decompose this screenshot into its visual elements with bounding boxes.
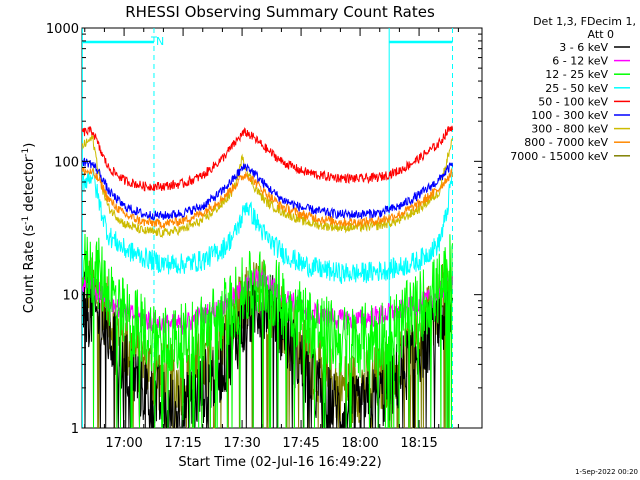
y-tick-label: 100 xyxy=(54,155,79,170)
data-series xyxy=(81,125,453,429)
y-axis-label-sup1: -1 xyxy=(21,216,31,225)
chart-title: RHESSI Observing Summary Count Rates xyxy=(125,3,435,21)
legend-entry-label: 800 - 7000 keV xyxy=(524,136,608,149)
legend-entry-label: 50 - 100 keV xyxy=(538,95,608,108)
y-tick-label: 10 xyxy=(62,289,79,304)
x-tick-label: 18:15 xyxy=(400,436,437,451)
x-tick-label: 17:00 xyxy=(105,436,142,451)
y-tick-label: 1 xyxy=(71,422,79,437)
legend-entry-label: 7000 - 15000 keV xyxy=(510,150,608,163)
x-axis-ticks: 17:00 17:15 17:30 17:45 18:00 18:15 xyxy=(84,28,459,451)
y-axis-label-sup2: -1 xyxy=(21,148,31,157)
y-axis-label-end: ) xyxy=(22,143,37,148)
series-line-3 xyxy=(81,164,453,284)
y-axis-label: Count Rate (s-1 detector-1) xyxy=(21,143,37,314)
series-line-2 xyxy=(81,233,453,429)
x-tick-label: 17:15 xyxy=(164,436,201,451)
y-axis-ticks: 1 10 100 1000 xyxy=(46,22,482,437)
legend-entry-label: 300 - 800 keV xyxy=(531,123,608,136)
legend-header-line1: Det 1,3, FDecim 1, xyxy=(533,15,636,28)
series-line-6 xyxy=(81,134,453,239)
legend-header-line2: Att 0 xyxy=(588,28,614,41)
series-line-5 xyxy=(81,157,453,221)
legend-entry-label: 12 - 25 keV xyxy=(545,68,608,81)
legend-entry-label: 3 - 6 keV xyxy=(559,41,608,54)
x-axis-label: Start Time (02-Jul-16 16:49:22) xyxy=(178,455,381,470)
legend-entry-label: 100 - 300 keV xyxy=(531,109,608,122)
legend-entry-label: 6 - 12 keV xyxy=(552,55,608,68)
y-axis-label-mid: detector xyxy=(22,156,37,216)
y-axis-label-main: Count Rate (s xyxy=(22,225,37,314)
x-tick-label: 17:45 xyxy=(282,436,319,451)
series-line-7 xyxy=(81,166,453,230)
annotation-label: N xyxy=(156,35,164,48)
timestamp: 1-Sep-2022 00:20 xyxy=(575,468,638,476)
series-line-4 xyxy=(81,125,453,192)
x-tick-label: 17:30 xyxy=(223,436,260,451)
y-tick-label: 1000 xyxy=(46,22,79,37)
x-tick-label: 18:00 xyxy=(341,436,378,451)
legend-entry-label: 25 - 50 keV xyxy=(545,82,608,95)
